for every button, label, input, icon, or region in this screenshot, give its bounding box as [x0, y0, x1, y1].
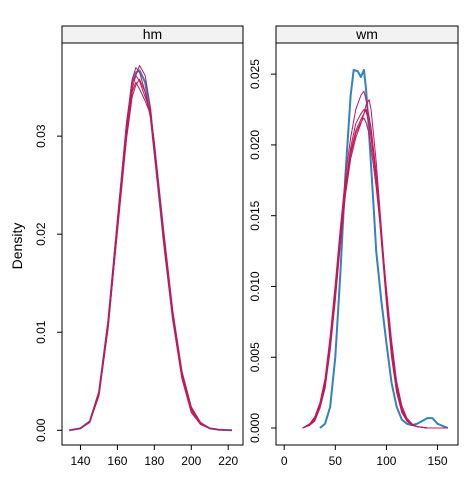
panel-hm: hm 140 160 180 200 220 0.00 0.01 0.02 0.03: [34, 25, 244, 468]
x-tick-label-hm-4: 220: [218, 454, 238, 468]
y-tick-label-hm-1: 0.01: [34, 320, 48, 344]
y-tick-label-wm-0: 0.000: [248, 413, 262, 443]
x-tick-label-hm-0: 140: [70, 454, 90, 468]
x-tick-label-wm-0: 0: [281, 454, 288, 468]
panel-frame-hm: [61, 42, 244, 446]
x-tick-label-wm-2: 100: [376, 454, 396, 468]
y-tick-label-hm-3: 0.03: [34, 124, 48, 148]
y-tick-label-wm-2: 0.010: [248, 271, 262, 301]
density-line-imputed-wm-2: [302, 90, 448, 429]
y-tick-label-wm-4: 0.020: [248, 130, 262, 160]
panel-wm: wm 0 50 100 150 0.000 0.005 0.010 0.015 0.020 0.02…: [248, 25, 459, 468]
density-line-imputed-wm-3: [302, 99, 448, 429]
strip-label-hm: hm: [143, 26, 162, 42]
x-tick-label-hm-2: 180: [144, 454, 164, 468]
strip-label-wm: wm: [355, 26, 378, 42]
y-tick-label-wm-3: 0.015: [248, 200, 262, 230]
density-line-imputed-hm-3: [69, 78, 232, 431]
y-tick-label-wm-5: 0.025: [248, 59, 262, 89]
panels: hm 140 160 180 200 220 0.00 0.01 0.02 0.03 wm 0 50 10…: [34, 25, 459, 468]
y-axis-label: Density: [9, 223, 25, 270]
x-tick-label-hm-1: 160: [107, 454, 127, 468]
density-line-observed-hm-0: [69, 69, 232, 432]
density-line-imputed-hm-4: [69, 74, 232, 431]
y-tick-label-hm-2: 0.02: [34, 222, 48, 246]
x-tick-label-wm-1: 50: [329, 454, 343, 468]
y-tick-label-wm-1: 0.005: [248, 342, 262, 372]
density-line-imputed-wm-5: [302, 117, 448, 429]
density-line-imputed-hm-5: [69, 81, 232, 431]
x-tick-label-hm-3: 200: [181, 454, 201, 468]
panel-frame-wm: [275, 42, 459, 446]
x-tick-label-wm-3: 150: [428, 454, 448, 468]
y-tick-label-hm-0: 0.00: [34, 418, 48, 442]
